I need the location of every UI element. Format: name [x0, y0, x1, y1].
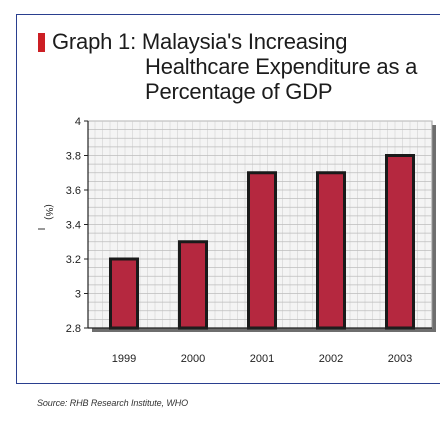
title-line-3: Percentage of GDP	[145, 79, 333, 104]
y-tick-label: 3.6	[66, 185, 81, 197]
bar-2000	[178, 240, 208, 330]
y-tick-label: 3	[75, 289, 81, 301]
y-axis-label: (%)	[43, 204, 54, 220]
y-tick-label: 3.2	[66, 254, 81, 266]
x-tick-label: 2001	[250, 353, 274, 365]
y-tick-label: 3.4	[66, 220, 81, 232]
source-note: Source: RHB Research Institute, WHO	[37, 398, 189, 408]
chart-title: Graph 1: Malaysia's Increasing Healthcar…	[52, 29, 432, 104]
bar-1999	[109, 257, 139, 330]
y-tick-label: 4	[75, 116, 81, 128]
title-marker	[38, 33, 45, 52]
title-line-1: Graph 1: Malaysia's Increasing	[52, 29, 348, 54]
x-tick-label: 1999	[112, 353, 136, 365]
bar-2003	[385, 154, 415, 330]
bar-2002	[316, 171, 346, 330]
bar-2001	[247, 171, 277, 330]
y-tick-label: 3.8	[66, 151, 81, 163]
x-tick-label: 2003	[388, 353, 412, 365]
x-tick-label: 2000	[181, 353, 205, 365]
title-line-2: Healthcare Expenditure as a	[145, 54, 418, 79]
x-tick-label: 2002	[319, 353, 343, 365]
y-tick-label: 2.8	[66, 323, 81, 335]
